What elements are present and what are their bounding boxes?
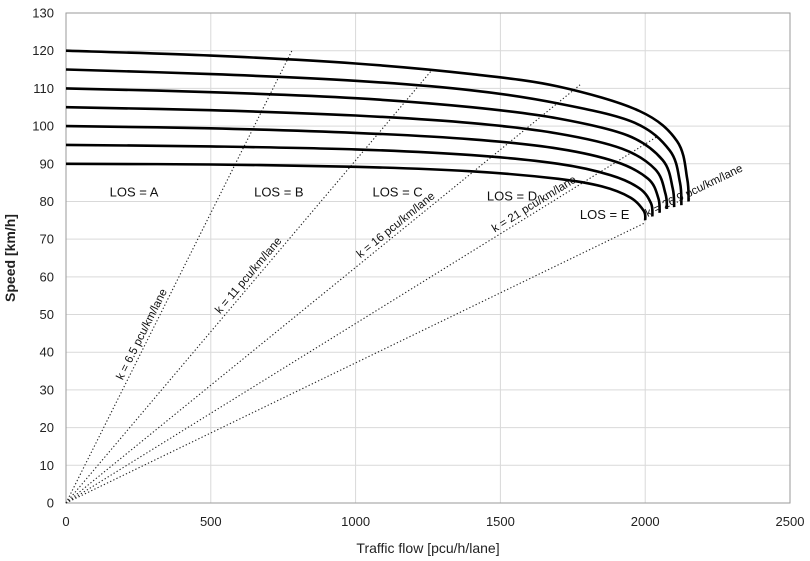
density-label: k = 21 pcu/km/lane <box>490 174 579 235</box>
x-tick-label: 0 <box>62 514 69 529</box>
density-label: k = 6.5 pcu/km/lane <box>115 287 170 382</box>
density-label: k = 26.9 pcu/km/lane <box>644 163 745 220</box>
plot-frame <box>65 12 791 504</box>
y-tick-label: 80 <box>40 194 54 209</box>
density-label: k = 11 pcu/km/lane <box>213 235 284 316</box>
y-tick-label: 110 <box>33 81 54 96</box>
y-tick-label: 60 <box>40 269 54 284</box>
density-labels: k = 6.5 pcu/km/lane k = 11 pcu/km/lane k =… <box>115 163 745 382</box>
x-tick-label: 1000 <box>341 514 370 529</box>
speed-flow-curve <box>65 162 647 221</box>
los-label: LOS = D <box>487 188 537 203</box>
x-tick-label: 2000 <box>631 514 660 529</box>
speed-flow-curves <box>65 49 690 221</box>
x-tick-label: 2500 <box>776 514 805 529</box>
density-line <box>65 136 658 504</box>
y-tick-label: 10 <box>40 458 54 473</box>
los-label: LOS = C <box>372 185 422 200</box>
density-line <box>65 69 433 504</box>
speed-flow-curve <box>65 143 654 217</box>
speed-flow-curve <box>65 124 661 213</box>
y-tick-label: 90 <box>40 156 54 171</box>
y-tick-label: 70 <box>40 232 54 247</box>
y-tick-label: 20 <box>40 420 54 435</box>
los-labels: LOS = A LOS = B LOS = C LOS = D LOS = E <box>110 185 630 223</box>
y-tick-label: 0 <box>47 496 54 511</box>
x-tick-label: 500 <box>200 514 222 529</box>
density-lines <box>65 50 658 504</box>
y-tick-label: 100 <box>32 119 54 134</box>
y-axis-title: Speed [km/h] <box>2 214 18 302</box>
speed-flow-curve <box>65 68 683 206</box>
x-axis-ticks: 0 500 1000 1500 2000 2500 <box>62 514 804 529</box>
y-tick-label: 40 <box>40 345 54 360</box>
speed-flow-curve <box>65 105 669 210</box>
los-label: LOS = E <box>580 207 630 222</box>
x-axis-title: Traffic flow [pcu/h/lane] <box>356 540 499 556</box>
los-label: LOS = A <box>110 185 159 200</box>
density-line <box>65 50 293 504</box>
y-tick-label: 130 <box>32 6 54 21</box>
los-label: LOS = B <box>254 185 304 200</box>
density-label: k = 16 pcu/km/lane <box>355 190 438 260</box>
y-tick-label: 30 <box>40 382 54 397</box>
y-tick-label: 50 <box>40 307 54 322</box>
x-tick-label: 1500 <box>486 514 515 529</box>
speed-flow-curve <box>65 87 676 208</box>
speed-flow-curve <box>65 49 690 202</box>
density-line <box>65 222 646 504</box>
y-axis-ticks: 0 10 20 30 40 50 60 70 80 90 100 110 120 130 <box>32 6 54 511</box>
y-tick-label: 120 <box>32 43 54 58</box>
